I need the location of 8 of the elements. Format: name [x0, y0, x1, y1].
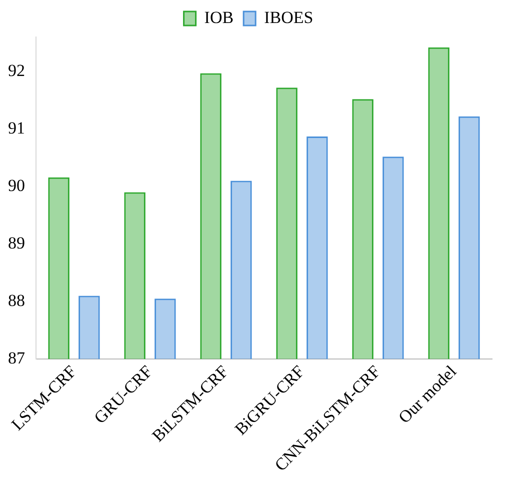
legend-label: IBOES — [264, 8, 314, 27]
legend-label: IOB — [204, 8, 234, 27]
y-tick-label: 90 — [8, 176, 25, 195]
y-tick-label: 87 — [8, 348, 26, 368]
y-tick-label: 89 — [8, 234, 25, 252]
y-tick-label: 88 — [8, 291, 25, 310]
y-tick-label: 91 — [8, 118, 25, 138]
y-tick-label: 92 — [8, 60, 25, 80]
